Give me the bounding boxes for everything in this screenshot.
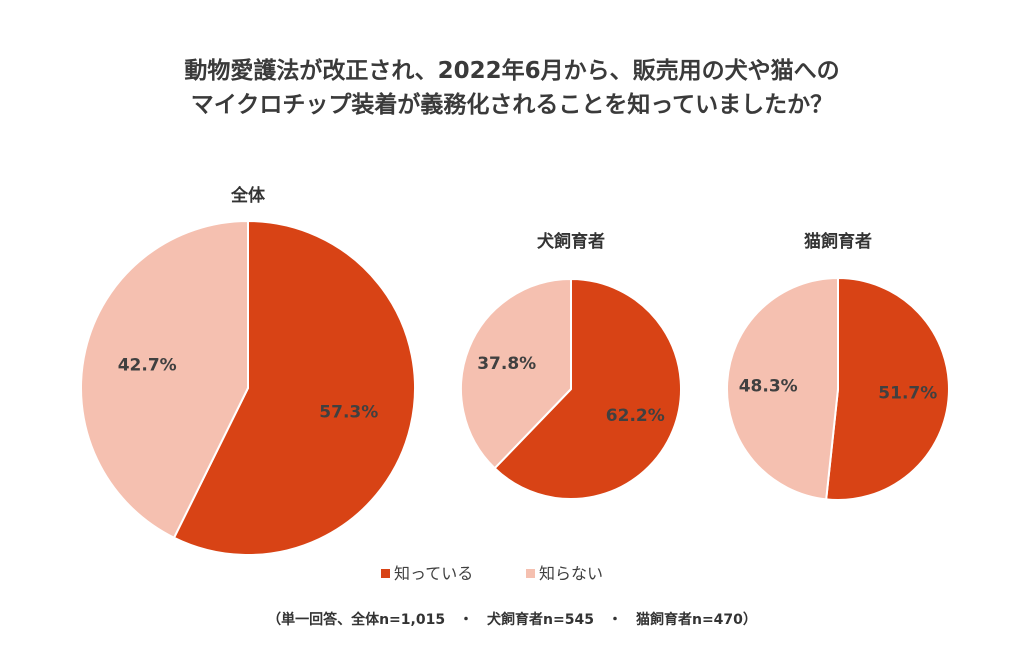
pies: 全体 57.3% 42.7% 犬飼育者 62.2% 37.8% 猫飼育者 51.7% 48.3% xyxy=(80,185,950,556)
pie-slice-cat-owners-unknown xyxy=(725,277,839,501)
legend: 知っている 知らない xyxy=(381,564,603,583)
pie-slice-overall-unknown xyxy=(80,220,249,539)
legend-label-known: 知っている xyxy=(394,564,473,583)
pie-cat-owners: 猫飼育者 51.7% 48.3% xyxy=(725,231,950,501)
slice-label-dog-owners-known: 62.2% xyxy=(606,406,665,426)
legend-label-unknown: 知らない xyxy=(539,564,603,583)
slice-label-dog-owners-unknown: 37.8% xyxy=(477,354,536,374)
sample-size-note: （単一回答、全体n=1,015 ・ 犬飼育者n=545 ・ 猫飼育者n=470） xyxy=(267,611,757,628)
pie-title-cat-owners: 猫飼育者 xyxy=(804,231,872,252)
legend-swatch-unknown xyxy=(526,569,535,578)
slice-label-overall-unknown: 42.7% xyxy=(118,356,177,376)
slice-label-overall-known: 57.3% xyxy=(319,403,378,423)
pie-overall: 全体 57.3% 42.7% xyxy=(80,185,416,556)
pie-slice-cat-owners-known xyxy=(825,277,950,501)
legend-swatch-known xyxy=(381,569,390,578)
pie-title-dog-owners: 犬飼育者 xyxy=(537,231,605,252)
pie-dog-owners: 犬飼育者 62.2% 37.8% xyxy=(460,231,683,500)
pie-title-overall: 全体 xyxy=(230,185,266,206)
slice-label-cat-owners-unknown: 48.3% xyxy=(739,376,798,396)
chart-title-line-2: マイクロチップ装着が義務化されることを知っていましたか？ xyxy=(191,91,833,118)
chart-title-line-1: 動物愛護法が改正され、2022年6月から、販売用の犬や猫への xyxy=(184,57,839,84)
pie-slice-dog-owners-unknown xyxy=(460,278,572,470)
pie-slice-overall-known xyxy=(173,220,416,556)
pie-slice-dog-owners-known xyxy=(493,278,683,500)
slice-label-cat-owners-known: 51.7% xyxy=(878,384,937,404)
